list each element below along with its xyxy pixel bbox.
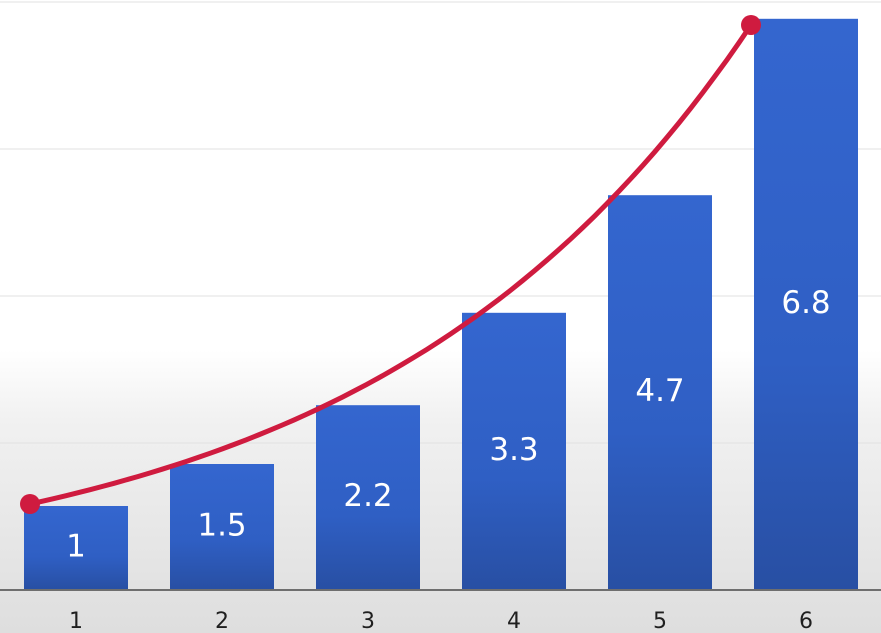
x-tick-label: 6: [799, 609, 813, 633]
x-tick-label: 1: [69, 609, 83, 633]
bar-3: [316, 405, 420, 590]
bar-4: [462, 312, 566, 590]
bar-value-label: 4.7: [635, 373, 684, 409]
bar-value-label: 2.2: [343, 478, 392, 514]
bar-value-label: 3.3: [489, 432, 538, 468]
bar-2: [170, 464, 274, 590]
trend-end-dot: [741, 15, 761, 35]
x-tick-label: 2: [215, 609, 229, 633]
grid: [0, 1, 881, 444]
bar-value-label: 1: [66, 529, 86, 565]
trend-line: [27, 22, 754, 507]
bars: [24, 18, 858, 591]
x-tick-label: 3: [361, 609, 375, 633]
bar-5: [608, 195, 712, 590]
x-tick-label: 4: [507, 609, 521, 633]
bar-6: [754, 18, 858, 591]
bar-value-label: 6.8: [781, 285, 830, 321]
bar-1: [24, 506, 128, 590]
x-axis: 1 2 3 4 5 6: [0, 589, 881, 633]
bar-labels: 1 1.5 2.2 3.3 4.7 6.8: [66, 285, 831, 565]
x-tick-label: 5: [653, 609, 667, 633]
trend-curve: [20, 15, 761, 514]
bar-value-label: 1.5: [197, 508, 246, 544]
trend-start-dot: [20, 494, 40, 514]
